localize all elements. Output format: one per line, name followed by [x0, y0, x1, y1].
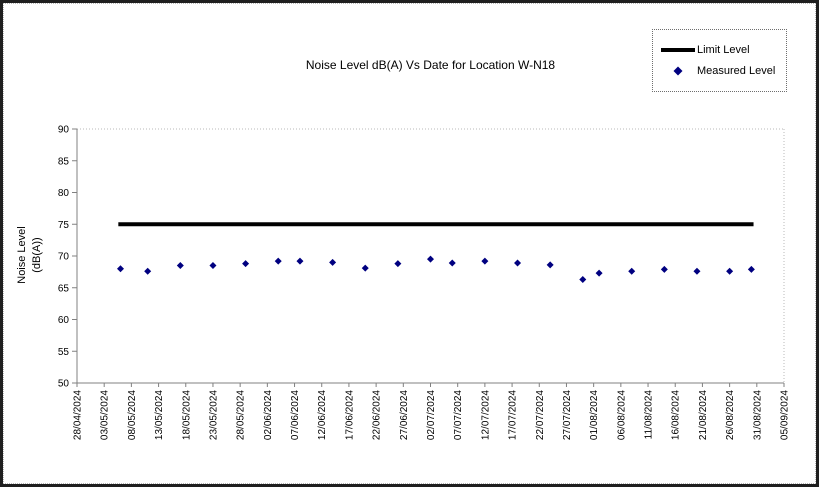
x-tick-label: 08/05/2024	[127, 390, 138, 440]
plot-area: 50 55 60 65 70 75 80 85 90 28/04/2024 03/05/2024 08…	[58, 125, 791, 441]
legend-swatch-area	[661, 47, 695, 52]
x-tick-label: 13/05/2024	[154, 390, 165, 440]
y-tick-label: 90	[58, 125, 70, 136]
x-tick-label: 12/07/2024	[480, 390, 491, 440]
measured-point	[726, 267, 734, 275]
measured-point	[427, 255, 434, 263]
measured-point	[595, 269, 603, 277]
measured-point	[546, 261, 554, 269]
measured-point	[176, 262, 184, 270]
measured-point	[117, 265, 125, 273]
measured-point	[296, 257, 304, 265]
chart-title: Noise Level dB(A) Vs Date for Location W…	[305, 58, 556, 72]
x-tick-label: 12/06/2024	[317, 390, 328, 440]
x-tick-label: 07/06/2024	[290, 390, 301, 440]
measured-point	[242, 260, 250, 268]
x-tick-label: 28/04/2024	[73, 390, 84, 440]
measured-point	[361, 264, 369, 272]
x-tick-label: 28/05/2024	[236, 390, 247, 440]
x-tick-label: 03/05/2024	[100, 390, 111, 440]
x-tick-label: 16/08/2024	[671, 390, 682, 440]
diamond-icon	[673, 66, 683, 76]
legend-entry-measured: Measured Level	[661, 65, 784, 77]
y-tick-label: 50	[58, 379, 70, 390]
x-tick-label: 22/06/2024	[372, 390, 383, 440]
measured-point	[514, 259, 522, 267]
legend: Limit Level Measured Level	[652, 29, 787, 92]
measured-point	[329, 258, 337, 266]
x-tick-label: 11/08/2024	[644, 390, 655, 440]
y-tick-label: 55	[58, 347, 70, 358]
limit-line-swatch	[661, 47, 695, 52]
measured-point	[394, 260, 402, 268]
x-tick-label: 31/08/2024	[752, 390, 763, 440]
legend-swatch-area	[661, 66, 695, 76]
legend-entry-limit: Limit Level	[661, 44, 784, 56]
measured-point	[660, 265, 668, 273]
x-tick-label: 06/08/2024	[616, 390, 627, 440]
x-tick-label: 27/07/2024	[562, 390, 573, 440]
measured-point	[274, 257, 282, 265]
y-tick-label: 70	[58, 252, 70, 263]
legend-label-limit: Limit Level	[697, 43, 750, 56]
measured-point	[448, 259, 456, 267]
x-tick-label: 22/07/2024	[535, 390, 546, 440]
x-tick-label: 27/06/2024	[399, 390, 410, 440]
x-tick-label: 18/05/2024	[181, 390, 192, 440]
x-tick-label: 05/09/2024	[780, 390, 791, 440]
x-tick-label: 17/06/2024	[344, 390, 355, 440]
x-tick-label: 02/07/2024	[426, 390, 437, 440]
measured-point	[144, 267, 152, 275]
measured-point	[628, 267, 636, 275]
x-tick-label: 02/06/2024	[263, 390, 274, 440]
x-tick-label: 26/08/2024	[725, 390, 736, 440]
legend-label-measured: Measured Level	[697, 65, 776, 78]
y-tick-label: 65	[58, 283, 70, 294]
measured-point	[209, 262, 217, 270]
measured-diamond-swatch	[673, 66, 683, 76]
measured-point	[693, 267, 701, 275]
x-tick-label: 21/08/2024	[698, 390, 709, 440]
x-tick-label: 17/07/2024	[508, 390, 519, 440]
measured-point	[481, 257, 489, 265]
x-tick-label: 01/08/2024	[589, 390, 600, 440]
y-tick-label: 85	[58, 156, 70, 167]
measured-point	[579, 276, 587, 283]
y-tick-label: 60	[58, 315, 70, 326]
y-tick-label: 75	[58, 220, 70, 231]
x-tick-label: 07/07/2024	[453, 390, 464, 440]
x-tick-label: 23/05/2024	[208, 390, 219, 440]
measured-point	[747, 265, 755, 273]
y-tick-label: 80	[58, 188, 70, 199]
